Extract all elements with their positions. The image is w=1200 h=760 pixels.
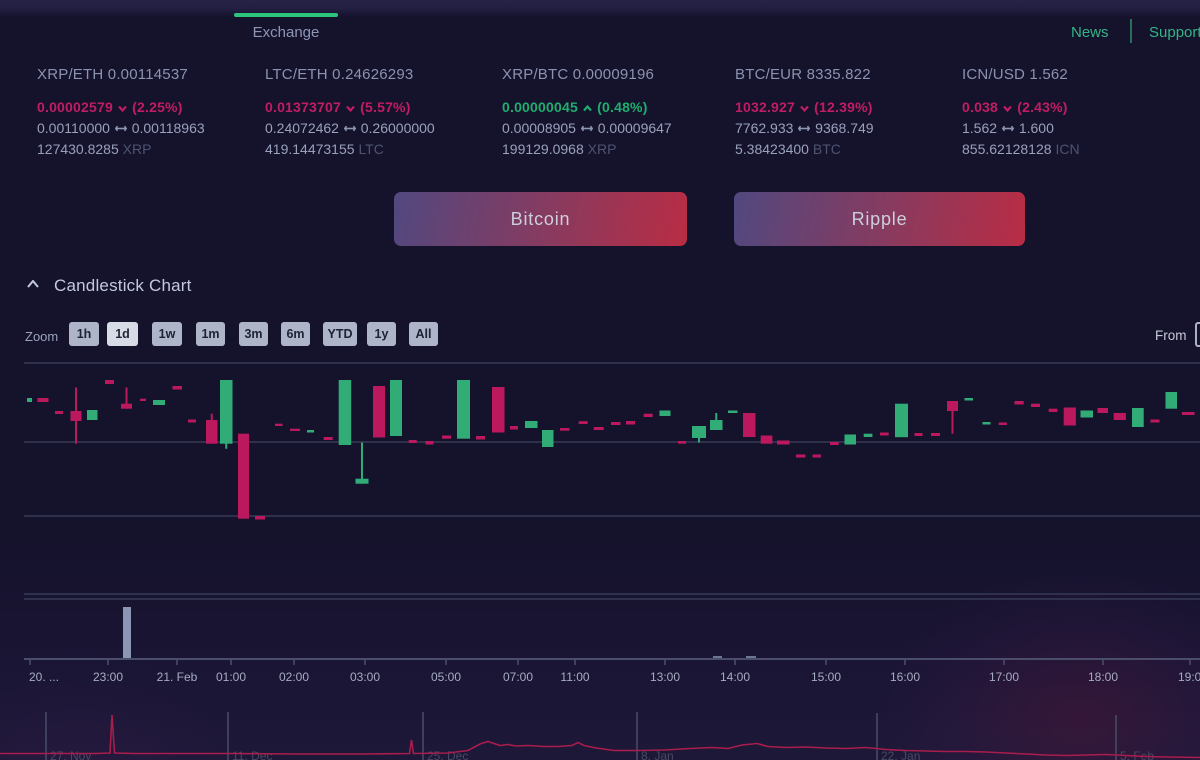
svg-text:15:00: 15:00 xyxy=(811,670,841,684)
svg-text:16:00: 16:00 xyxy=(890,670,920,684)
svg-text:05:00: 05:00 xyxy=(431,670,461,684)
svg-text:11. Dec: 11. Dec xyxy=(232,749,272,760)
svg-text:11:00: 11:00 xyxy=(560,670,589,684)
svg-text:20. ...: 20. ... xyxy=(29,670,59,684)
svg-text:07:00: 07:00 xyxy=(503,670,533,684)
svg-text:8. Jan: 8. Jan xyxy=(641,749,674,760)
svg-text:14:00: 14:00 xyxy=(720,670,750,684)
svg-text:13:00: 13:00 xyxy=(650,670,680,684)
svg-text:01:00: 01:00 xyxy=(216,670,246,684)
svg-text:17:00: 17:00 xyxy=(989,670,1019,684)
svg-text:19:00: 19:00 xyxy=(1178,670,1200,684)
svg-text:25. Dec: 25. Dec xyxy=(427,749,468,760)
svg-text:21. Feb: 21. Feb xyxy=(157,670,198,684)
svg-text:23:00: 23:00 xyxy=(93,670,123,684)
svg-text:02:00: 02:00 xyxy=(279,670,309,684)
svg-text:03:00: 03:00 xyxy=(350,670,380,684)
svg-text:22. Jan: 22. Jan xyxy=(881,749,920,760)
svg-text:27. Nov: 27. Nov xyxy=(50,749,91,760)
svg-text:18:00: 18:00 xyxy=(1088,670,1118,684)
svg-text:5. Feb: 5. Feb xyxy=(1120,749,1154,760)
